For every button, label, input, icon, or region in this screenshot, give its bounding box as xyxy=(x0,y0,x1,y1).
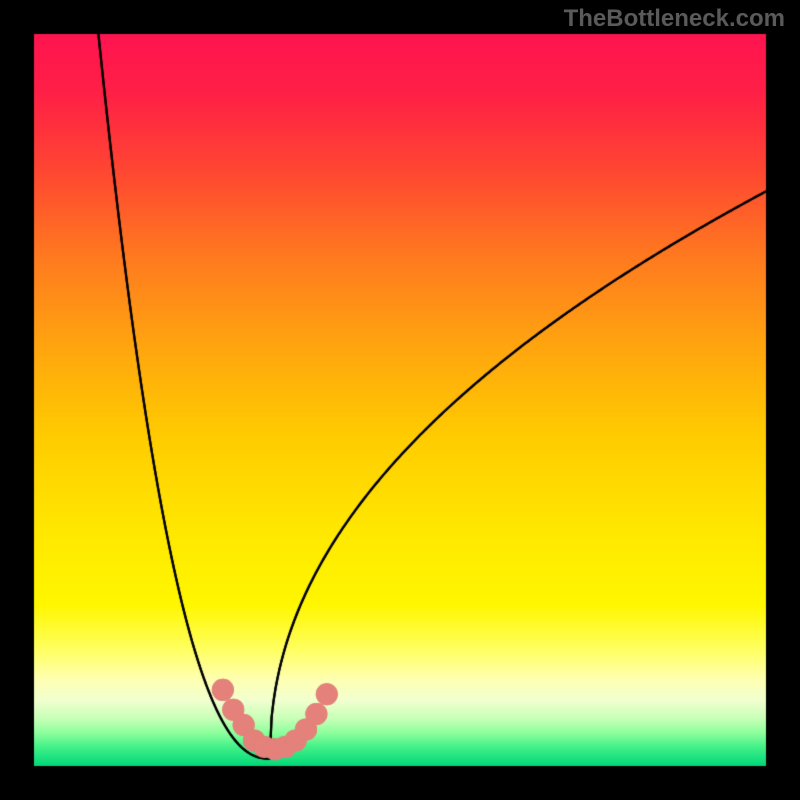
chart-stage: TheBottleneck.com xyxy=(0,0,800,800)
bottleneck-chart xyxy=(0,0,800,800)
watermark-text: TheBottleneck.com xyxy=(564,5,785,33)
